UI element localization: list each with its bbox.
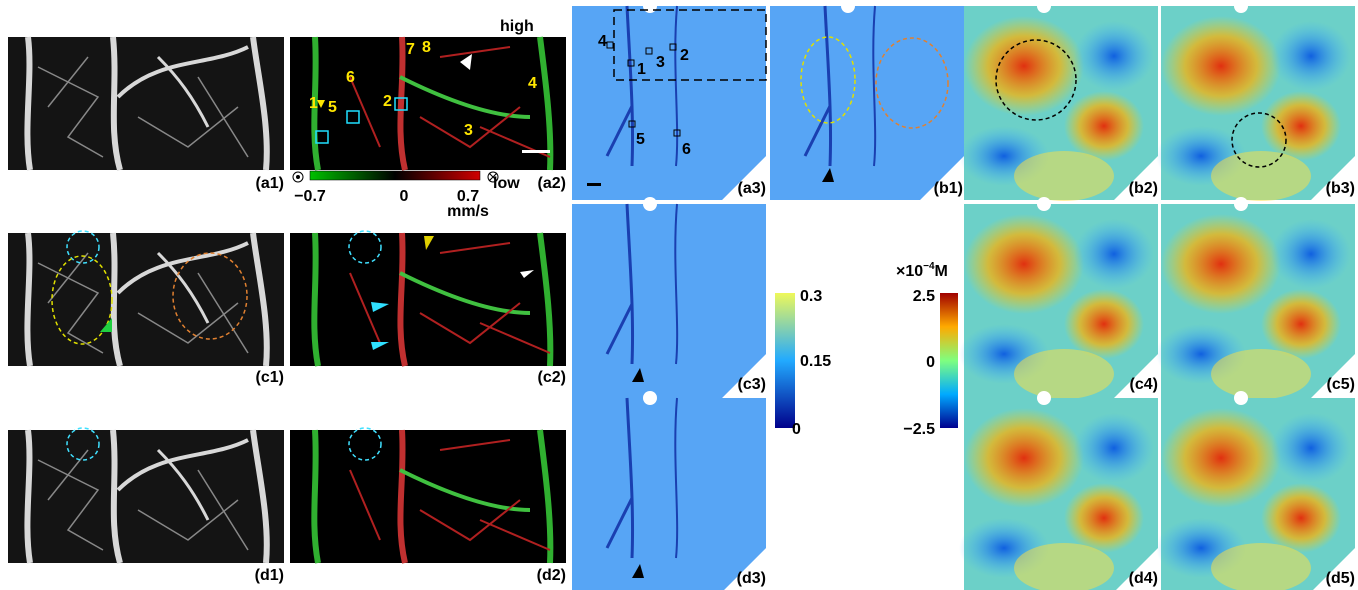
panel-label: (c5): [1327, 376, 1355, 393]
opacity-colorbar: [775, 293, 795, 428]
region-number: 6: [682, 141, 691, 158]
panel-label: (d1): [255, 567, 284, 584]
colorbar-label: 0.3: [800, 288, 822, 305]
opacity-c3: [570, 195, 768, 400]
panel-label: (d2): [537, 567, 566, 584]
concentration-c5: [1156, 197, 1355, 399]
unit-exponent: −4: [923, 261, 935, 272]
region-number: 3: [656, 54, 665, 71]
region-number: 8: [422, 39, 431, 56]
scale-high: high: [500, 18, 534, 35]
panel-label: (b1): [934, 180, 963, 197]
scale-low: low: [493, 175, 520, 192]
overlays: [51, 9, 1287, 461]
flow-direction-icons: [292, 171, 499, 183]
region-number: 5: [636, 131, 645, 148]
angiogram-a1: [8, 37, 284, 170]
velocity-unit: mm/s: [447, 203, 489, 220]
velocity-c2: [290, 233, 566, 366]
panel-label: (a1): [256, 175, 284, 192]
velocity-d2: [290, 430, 566, 563]
region-number: 5: [328, 99, 337, 116]
roi-boxes-a3: [606, 41, 681, 137]
panel-label: (c4): [1130, 376, 1158, 393]
region-number: 4: [528, 75, 537, 92]
opacity-a3: [570, 0, 768, 202]
panel-label: (a2): [538, 175, 566, 192]
panel-label: (b2): [1129, 180, 1158, 197]
concentration-b3: [1156, 0, 1355, 201]
concentration-colorbar: [940, 293, 958, 428]
panel-label: (d3): [737, 570, 766, 587]
angiogram-d1: [8, 430, 284, 563]
velocity-colorbar: [309, 170, 481, 181]
arrowheads: [100, 54, 834, 578]
colorbar-label: 0: [926, 354, 935, 371]
colorbar-label: 2.5: [913, 288, 935, 305]
region-number: 1: [309, 95, 318, 112]
concentration-d4: [959, 391, 1158, 590]
concentration-d5: [1156, 391, 1355, 590]
colorbar-label: −2.5: [903, 421, 935, 438]
panel-label: (c2): [538, 369, 566, 386]
region-number: 1: [637, 61, 646, 78]
panel-label: (a3): [738, 180, 766, 197]
panel-label: (c1): [256, 369, 284, 386]
region-number: 4: [598, 33, 607, 50]
velocity-min: −0.7: [294, 188, 326, 205]
concentration-b2: [959, 0, 1158, 201]
panel-label: (b3): [1326, 180, 1355, 197]
region-number: 7: [406, 41, 415, 58]
unit-base: ×10: [896, 263, 923, 280]
opacity-d3: [570, 389, 768, 590]
opacity-b1: [768, 0, 966, 202]
region-number: 2: [680, 47, 689, 64]
panel-label: (d4): [1129, 570, 1158, 587]
panel-label: (d5): [1326, 570, 1355, 587]
colorbar-label: 0: [792, 421, 801, 438]
concentration-c4: [959, 197, 1158, 399]
unit-suffix: M: [935, 263, 948, 280]
velocity-mid: 0: [400, 188, 409, 205]
panel-label: (c3): [738, 376, 766, 393]
concentration-unit: ×10−4M: [896, 261, 948, 281]
velocity-max: 0.7: [457, 188, 479, 205]
region-number: 3: [464, 122, 473, 139]
region-number: 6: [346, 69, 355, 86]
region-number: 2: [383, 93, 392, 110]
roi-boxes: [315, 97, 408, 144]
colorbar-label: 0.15: [800, 353, 831, 370]
angiogram-c1: [8, 233, 284, 366]
